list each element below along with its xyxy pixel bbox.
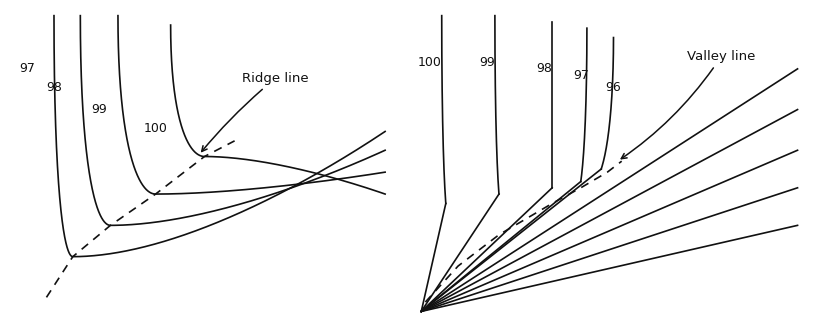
Text: 99: 99 (479, 56, 495, 69)
Text: Ridge line: Ridge line (202, 72, 308, 151)
Text: 100: 100 (417, 56, 442, 69)
Text: Valley line: Valley line (622, 50, 756, 159)
Text: 98: 98 (46, 81, 62, 94)
Text: 97: 97 (20, 62, 36, 75)
Text: 96: 96 (605, 81, 622, 94)
Text: 97: 97 (573, 69, 589, 82)
Text: 98: 98 (536, 62, 552, 75)
Text: 100: 100 (144, 122, 168, 135)
Text: 99: 99 (92, 103, 107, 116)
